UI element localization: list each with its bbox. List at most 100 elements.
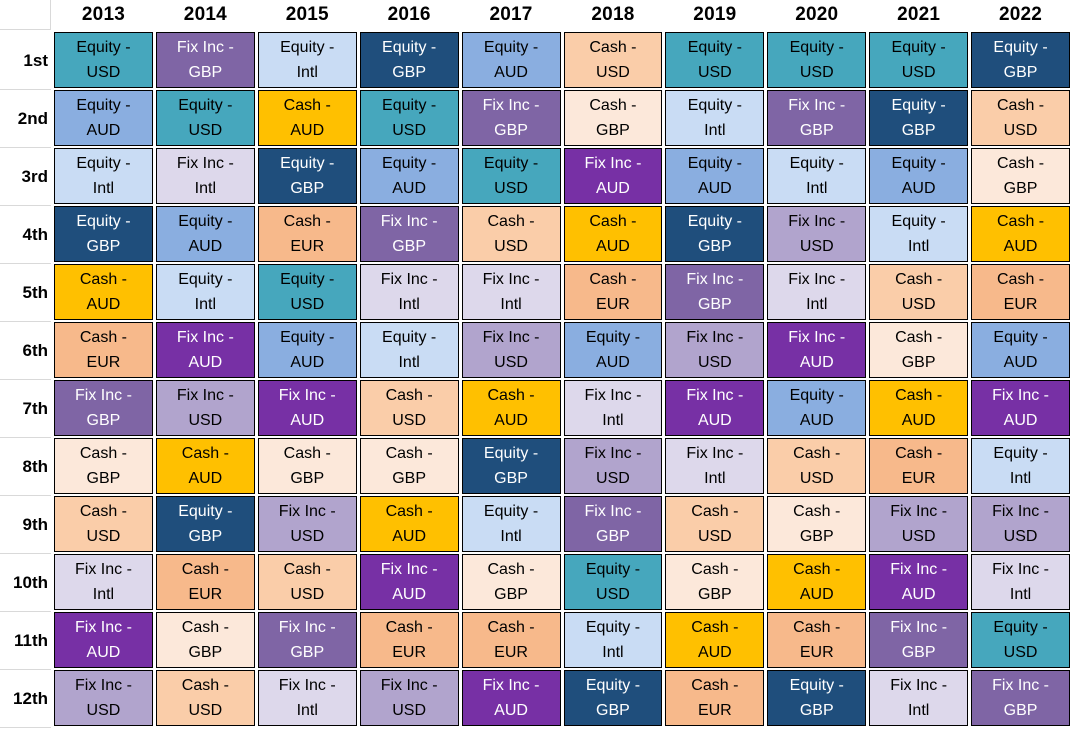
asset-currency-label: Intl — [296, 702, 318, 719]
asset-class-label: Equity - — [687, 213, 742, 230]
asset-cell-2021-7th: Cash - AUD — [869, 380, 969, 436]
asset-cell-2020-11th: Cash - EUR — [767, 612, 867, 668]
rank-label-11th: 11th — [0, 612, 51, 670]
asset-class-label: Equity - — [382, 329, 437, 346]
asset-class-label: Equity - — [687, 155, 742, 172]
asset-cell-2021-9th: Fix Inc - USD — [869, 496, 969, 552]
asset-currency-label: USD — [392, 412, 427, 429]
asset-cell-2019-1st: Equity - USD — [665, 32, 765, 88]
asset-cell-2020-5th: Fix Inc - Intl — [767, 264, 867, 320]
asset-cell-2015-5th: Equity - USD — [257, 264, 357, 320]
asset-currency-label: USD — [392, 702, 427, 719]
asset-cell-2016-4th: Fix Inc - GBP — [359, 206, 459, 262]
asset-class-label: Cash - — [487, 561, 535, 578]
asset-currency-label: Intl — [704, 470, 726, 487]
asset-cell-2022-11th: Equity - USD — [971, 612, 1070, 668]
asset-currency-label: AUD — [697, 412, 732, 429]
asset-class-label: Cash - — [385, 445, 433, 462]
asset-currency-label: Intl — [194, 180, 217, 197]
asset-cell-2015-1st: Equity - Intl — [257, 32, 357, 88]
asset-class-label: Fix Inc - — [75, 387, 132, 404]
asset-class-label: Equity - — [993, 619, 1048, 636]
asset-cell-2020-6th: Fix Inc - AUD — [767, 322, 867, 378]
asset-cell-2022-1st: Equity - GBP — [971, 32, 1070, 88]
asset-currency-label: USD — [697, 354, 732, 371]
asset-cell-2020-10th: Cash - AUD — [767, 554, 867, 610]
asset-currency-label: USD — [1003, 122, 1038, 139]
asset-cell-2013-11th: Fix Inc - AUD — [54, 612, 153, 668]
asset-cell-2020-3rd: Equity - Intl — [767, 148, 867, 204]
asset-currency-label: GBP — [1003, 64, 1038, 81]
asset-class-label: Equity - — [585, 561, 641, 578]
asset-currency-label: GBP — [1003, 702, 1038, 719]
asset-currency-label: AUD — [901, 586, 936, 603]
asset-class-label: Equity - — [76, 213, 131, 230]
asset-cell-2015-2nd: Cash - AUD — [257, 90, 357, 146]
asset-cell-2022-7th: Fix Inc - AUD — [971, 380, 1070, 436]
asset-cell-2022-6th: Equity - AUD — [971, 322, 1070, 378]
asset-class-label: Equity - — [280, 271, 335, 288]
asset-cell-2016-8th: Cash - GBP — [359, 438, 459, 494]
asset-cell-2013-5th: Cash - AUD — [54, 264, 153, 320]
asset-class-label: Equity - — [789, 155, 844, 172]
corner-cell — [0, 0, 51, 30]
rank-label-7th: 7th — [0, 380, 51, 438]
asset-currency-label: AUD — [290, 354, 325, 371]
asset-class-label: Cash - — [691, 677, 739, 694]
asset-class-label: Fix Inc - — [584, 445, 642, 462]
asset-currency-label: GBP — [596, 528, 630, 545]
asset-currency-label: USD — [799, 238, 834, 255]
asset-class-label: Cash - — [793, 561, 841, 578]
asset-class-label: Cash - — [487, 213, 535, 230]
asset-class-label: Cash - — [589, 39, 637, 56]
asset-currency-label: USD — [290, 296, 325, 313]
asset-class-label: Fix Inc - — [482, 677, 540, 694]
asset-currency-label: GBP — [901, 354, 936, 371]
rank-label-8th: 8th — [0, 438, 51, 496]
asset-currency-label: Intl — [907, 702, 930, 719]
asset-currency-label: AUD — [392, 528, 427, 545]
asset-class-label: Cash - — [691, 561, 739, 578]
asset-currency-label: GBP — [596, 702, 630, 719]
asset-class-label: Equity - — [993, 445, 1048, 462]
asset-currency-label: GBP — [697, 586, 732, 603]
asset-cell-2019-5th: Fix Inc - GBP — [665, 264, 765, 320]
asset-currency-label: AUD — [901, 412, 936, 429]
asset-class-label: Cash - — [793, 445, 841, 462]
asset-cell-2017-10th: Cash - GBP — [461, 554, 561, 610]
asset-class-label: Equity - — [178, 213, 233, 230]
asset-cell-2020-7th: Equity - AUD — [767, 380, 867, 436]
asset-currency-label: EUR — [697, 702, 732, 719]
asset-cell-2019-11th: Cash - AUD — [665, 612, 765, 668]
asset-currency-label: AUD — [86, 122, 121, 139]
asset-currency-label: GBP — [494, 122, 528, 139]
asset-class-label: Equity - — [178, 97, 233, 114]
asset-class-label: Cash - — [589, 271, 637, 288]
asset-class-label: Cash - — [385, 619, 433, 636]
asset-class-label: Equity - — [280, 39, 335, 56]
asset-currency-label: EUR — [901, 470, 936, 487]
year-header-2020: 2020 — [795, 4, 839, 25]
asset-class-label: Equity - — [76, 39, 131, 56]
asset-currency-label: GBP — [697, 238, 732, 255]
asset-currency-label: Intl — [806, 180, 828, 197]
asset-class-label: Fix Inc - — [890, 619, 948, 636]
asset-cell-2017-9th: Equity - Intl — [461, 496, 561, 552]
asset-cell-2022-12th: Fix Inc - GBP — [971, 670, 1070, 726]
asset-cell-2017-6th: Fix Inc - USD — [461, 322, 561, 378]
asset-class-label: Cash - — [79, 503, 127, 520]
asset-class-label: Equity - — [76, 97, 131, 114]
asset-cell-2013-7th: Fix Inc - GBP — [54, 380, 153, 436]
asset-class-label: Cash - — [283, 561, 331, 578]
asset-currency-label: USD — [596, 64, 630, 81]
year-header-2015: 2015 — [285, 4, 329, 25]
asset-currency-label: GBP — [188, 64, 223, 81]
asset-currency-label: AUD — [1003, 354, 1038, 371]
asset-cell-2014-2nd: Equity - USD — [155, 90, 255, 146]
year-header-2018: 2018 — [591, 4, 635, 25]
asset-class-label: Equity - — [382, 39, 437, 56]
asset-class-label: Fix Inc - — [788, 329, 846, 346]
asset-cell-2020-4th: Fix Inc - USD — [767, 206, 867, 262]
asset-currency-label: USD — [596, 470, 630, 487]
asset-cell-2014-12th: Cash - USD — [155, 670, 255, 726]
